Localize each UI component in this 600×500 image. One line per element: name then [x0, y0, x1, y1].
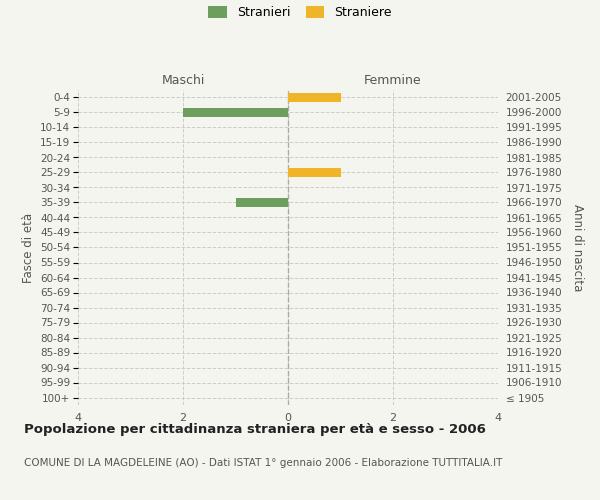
Bar	[235, 198, 288, 207]
Bar	[288, 93, 341, 102]
Text: Maschi: Maschi	[161, 74, 205, 88]
Text: Femmine: Femmine	[364, 74, 422, 88]
Bar	[288, 168, 341, 177]
Text: Popolazione per cittadinanza straniera per età e sesso - 2006: Popolazione per cittadinanza straniera p…	[24, 422, 486, 436]
Legend: Stranieri, Straniere: Stranieri, Straniere	[208, 6, 392, 19]
Y-axis label: Fasce di età: Fasce di età	[22, 212, 35, 282]
Text: COMUNE DI LA MAGDELEINE (AO) - Dati ISTAT 1° gennaio 2006 - Elaborazione TUTTITA: COMUNE DI LA MAGDELEINE (AO) - Dati ISTA…	[24, 458, 502, 468]
Bar	[183, 108, 288, 117]
Y-axis label: Anni di nascita: Anni di nascita	[571, 204, 584, 291]
